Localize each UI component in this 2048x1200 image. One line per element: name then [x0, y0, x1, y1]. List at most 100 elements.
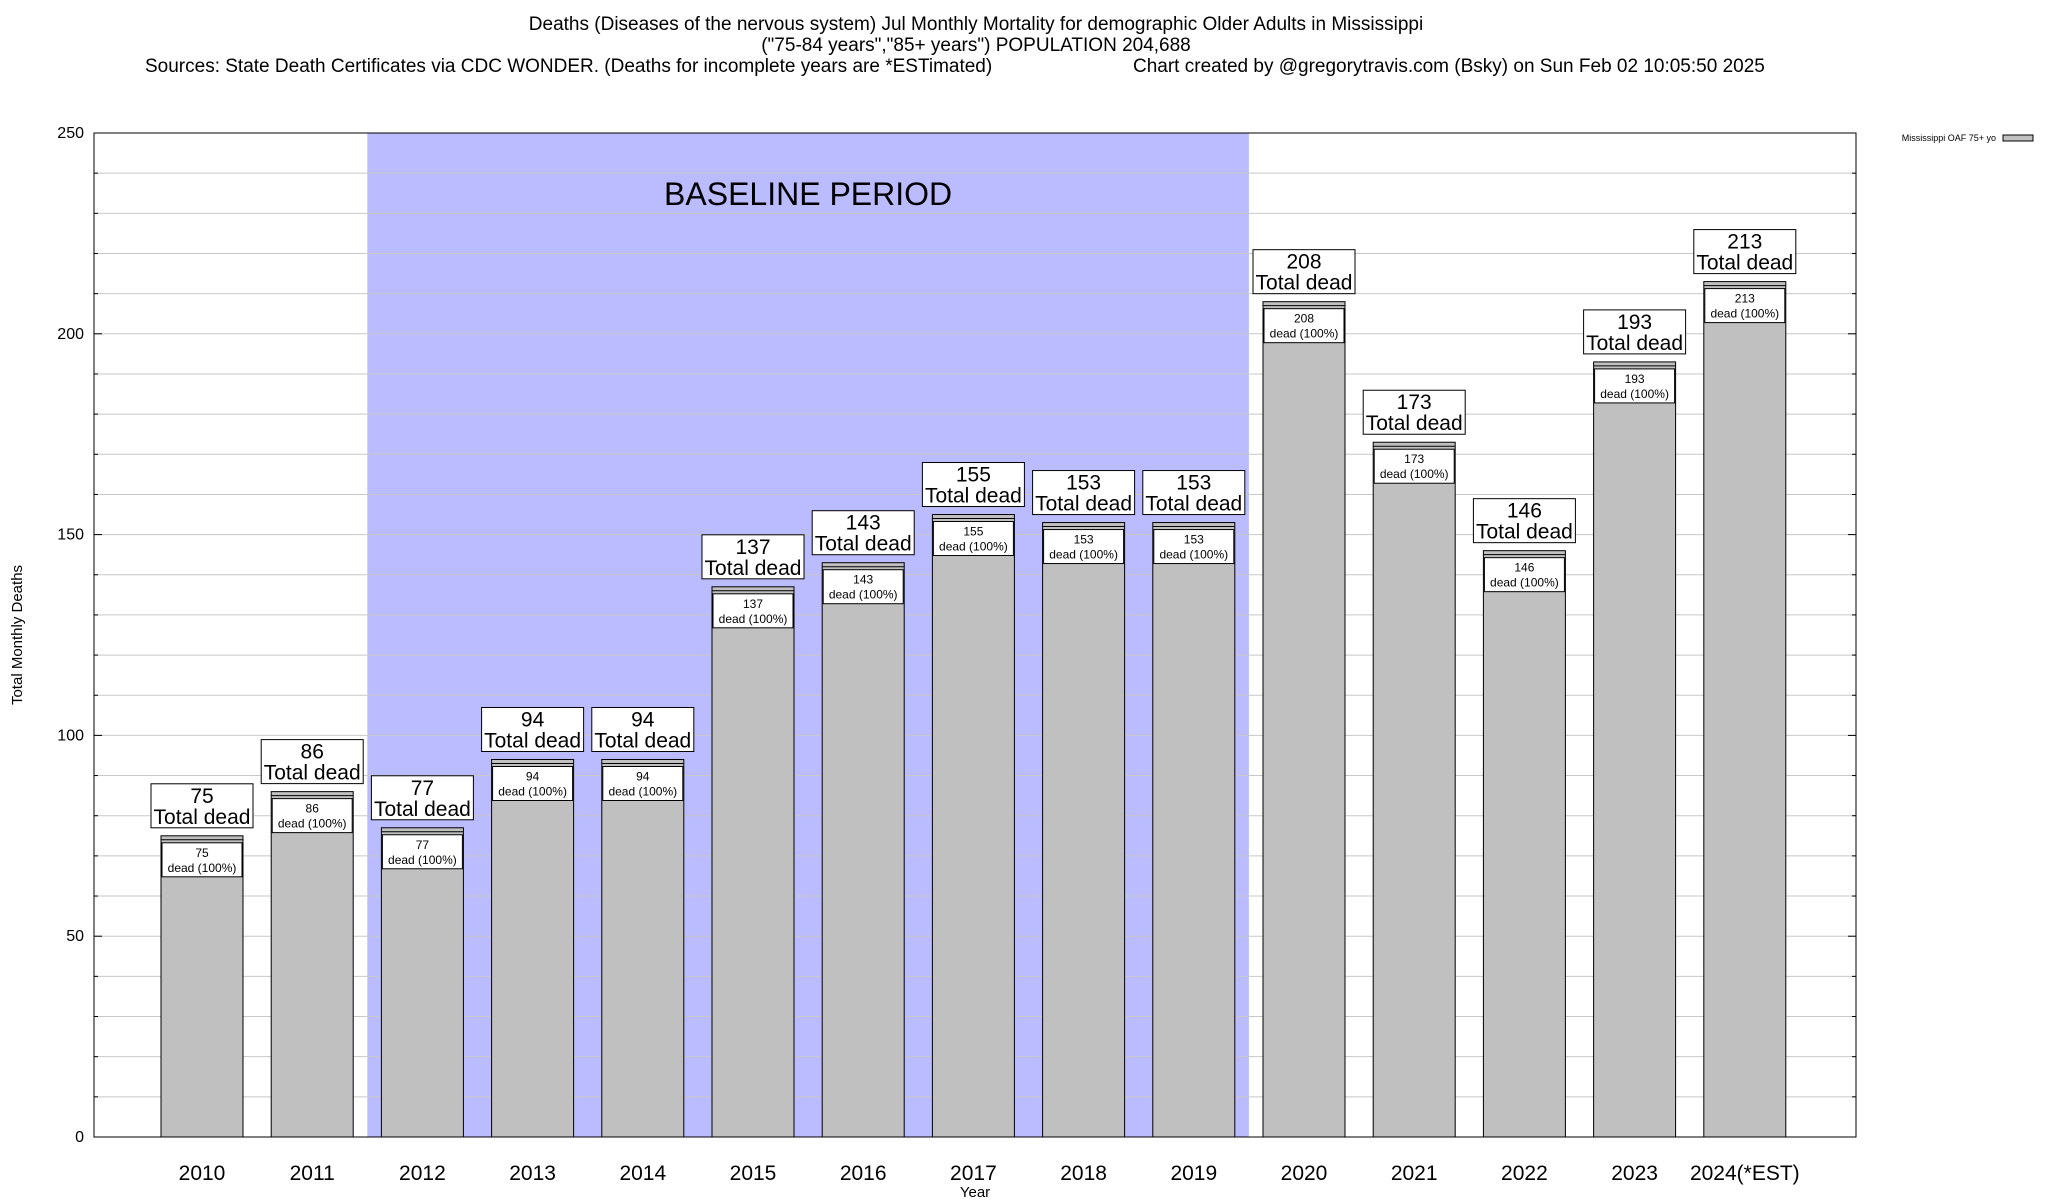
bar-inner-label-box [1043, 529, 1125, 565]
y-tick-label: 250 [57, 125, 84, 142]
bar-inner-text: dead (100%) [829, 588, 898, 602]
legend-swatch [2002, 134, 2034, 142]
bar-inner-value: 146 [1514, 561, 1534, 575]
bar-inner-label-box [822, 569, 904, 605]
bar [1262, 301, 1346, 1138]
bar-inner-text: dead (100%) [1380, 467, 1449, 481]
bar-total-text: Total dead [1256, 272, 1353, 295]
bar-total-value: 77 [411, 777, 434, 800]
bar-inner-label-box [1373, 448, 1455, 484]
bar-total-text: Total dead [594, 729, 691, 752]
bar-inner-value: 155 [963, 525, 983, 539]
x-tick-label: 2010 [179, 1162, 226, 1185]
bar-total-label-box [260, 739, 364, 785]
bar-inner-value: 193 [1625, 372, 1645, 386]
x-tick-label: 2011 [290, 1162, 335, 1185]
bar-inner-text: dead (100%) [939, 540, 1008, 554]
bar-total-text: Total dead [1476, 521, 1573, 544]
bar-total-value: 86 [301, 741, 324, 764]
bar-inner-label-box [602, 765, 684, 801]
bar-inner-value: 153 [1184, 533, 1204, 547]
bar-total-value: 155 [956, 464, 991, 487]
bar-inner-label-box [1483, 557, 1565, 593]
x-tick-label: 2023 [1611, 1162, 1658, 1185]
chart-title: Deaths (Diseases of the nervous system) … [145, 14, 1765, 77]
bar-inner-label-box [1594, 368, 1676, 404]
y-tick-label: 0 [75, 1129, 84, 1146]
bar-total-text: Total dead [484, 729, 581, 752]
bar-inner-label-box [932, 521, 1014, 557]
bar-inner-value: 213 [1735, 292, 1755, 306]
bar-total-value: 94 [631, 708, 655, 731]
bar-inner-text: dead (100%) [168, 861, 237, 875]
bar-inner-value: 153 [1074, 533, 1094, 547]
bar-inner-value: 86 [306, 802, 320, 816]
bar-total-text: Total dead [154, 806, 251, 829]
bar-inner-label-box [1263, 308, 1345, 344]
x-tick-label: 2013 [509, 1162, 556, 1185]
bar-inner-text: dead (100%) [1490, 576, 1559, 590]
x-tick-label: 2021 [1391, 1162, 1438, 1185]
bar-total-value: 213 [1727, 231, 1762, 254]
y-axis-label: Total Monthly Deaths [9, 565, 26, 705]
legend-label: Mississippi OAF 75+ yo [1902, 133, 1996, 143]
y-tick-label: 100 [57, 727, 84, 744]
bar [160, 835, 244, 1138]
bar-inner-text: dead (100%) [278, 817, 347, 831]
bar [270, 791, 354, 1138]
bar-total-value: 173 [1397, 391, 1432, 414]
plot-frame [93, 132, 1857, 1138]
bar [1703, 281, 1787, 1138]
bar-inner-label-box [381, 834, 463, 870]
bar [380, 827, 464, 1138]
bar-inner-label-box [1153, 529, 1235, 565]
bar [1152, 522, 1236, 1138]
bar [491, 758, 575, 1138]
bar-inner-value: 77 [416, 838, 430, 852]
bar-inner-text: dead (100%) [1600, 387, 1669, 401]
x-tick-label: 2015 [730, 1162, 777, 1185]
bar-total-label-box [1362, 389, 1466, 435]
legend: Mississippi OAF 75+ yo [1902, 133, 2034, 143]
bar-inner-label-box [161, 842, 243, 878]
bar-total-text: Total dead [1586, 332, 1683, 355]
title-line-1: Deaths (Diseases of the nervous system) … [529, 14, 1423, 35]
bar-inner-value: 208 [1294, 312, 1314, 326]
bar-total-label-box [150, 783, 254, 829]
bar-total-label-box [591, 706, 695, 752]
bar-total-value: 153 [1066, 472, 1101, 495]
x-axis-label: Year [960, 1184, 990, 1200]
bar-inner-value: 94 [526, 769, 540, 783]
bar-total-value: 137 [735, 536, 770, 559]
x-tick-label: 2020 [1281, 1162, 1328, 1185]
bar-total-text: Total dead [374, 798, 471, 821]
x-tick-label: 2017 [950, 1162, 997, 1185]
bar-inner-text: dead (100%) [608, 784, 677, 798]
y-tick-label: 50 [66, 928, 84, 945]
title-sources: Sources: State Death Certificates via CD… [145, 56, 992, 77]
y-tick-label: 200 [57, 326, 84, 343]
bar [1593, 361, 1677, 1138]
bar-inner-text: dead (100%) [1049, 548, 1118, 562]
bar-inner-text: dead (100%) [388, 853, 457, 867]
plot-area: BASELINE PERIOD 0 50 100 150 200 250 75 dead (10… [9, 125, 1857, 1200]
bar-inner-value: 137 [743, 597, 763, 611]
bar-total-value: 94 [521, 708, 545, 731]
bar-total-text: Total dead [1145, 493, 1242, 516]
baseline-period-label: BASELINE PERIOD [664, 176, 952, 212]
bar-total-label-box [701, 534, 805, 580]
bar-inner-text: dead (100%) [1159, 548, 1228, 562]
bar [931, 514, 1015, 1138]
bar-total-label-box [1693, 229, 1797, 275]
bar-inner-value: 94 [636, 769, 650, 783]
bar-total-text: Total dead [264, 762, 361, 785]
y-tick-label: 150 [57, 527, 84, 544]
bar-inner-text: dead (100%) [1270, 327, 1339, 341]
x-tick-label: 2016 [840, 1162, 887, 1185]
x-tick-label: 2019 [1170, 1162, 1217, 1185]
bar-inner-value: 173 [1404, 452, 1424, 466]
x-tick-label: 2014 [619, 1162, 666, 1185]
bar-total-value: 75 [190, 785, 213, 808]
